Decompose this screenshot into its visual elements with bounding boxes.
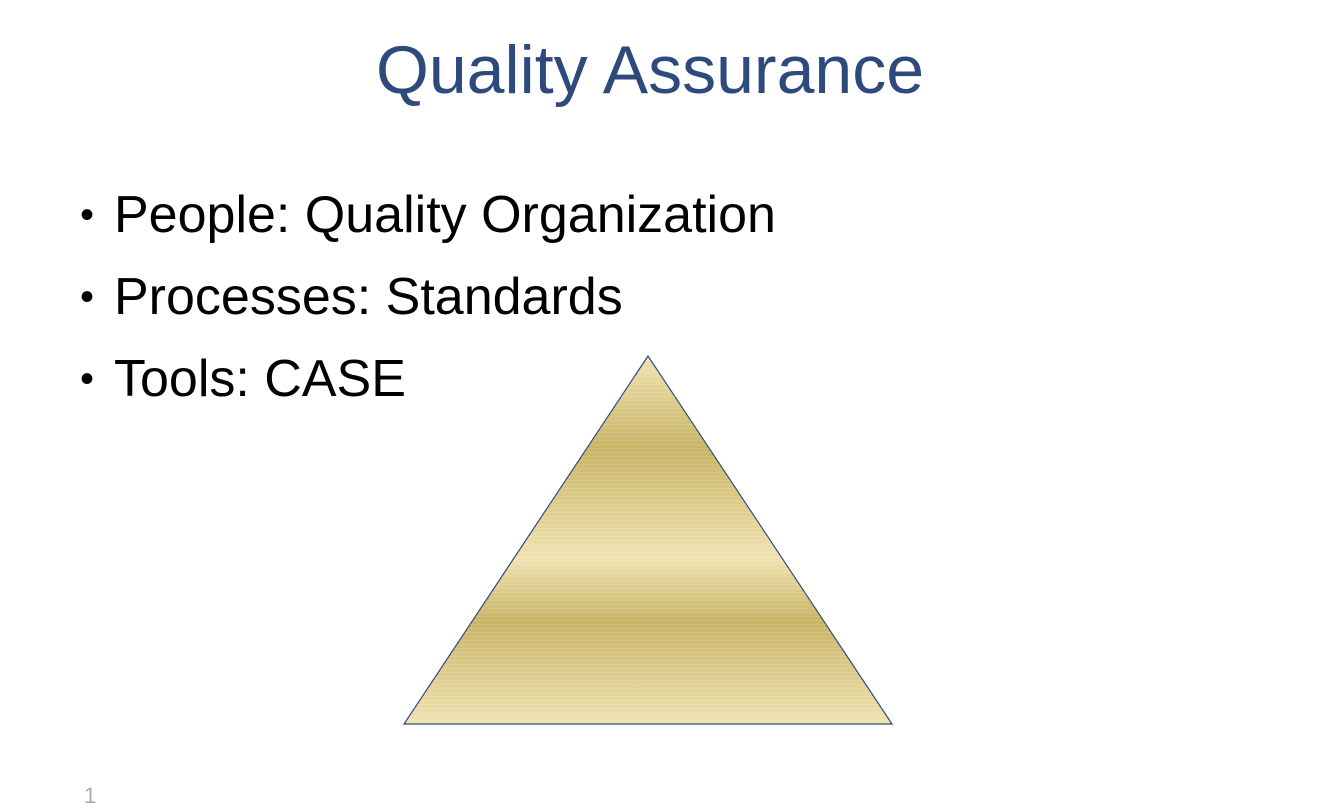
bullet-text: Processes: Standards [114, 268, 623, 326]
pyramid-triangle [402, 354, 894, 725]
bullet-list: • People: Quality Organization • Process… [80, 174, 776, 420]
bullet-icon: • [80, 357, 95, 401]
pyramid-texture [404, 356, 892, 724]
bullet-item-processes: • Processes: Standards [80, 256, 776, 338]
bullet-icon: • [80, 275, 95, 319]
bullet-icon: • [80, 193, 95, 237]
bullet-text: People: Quality Organization [114, 186, 776, 244]
bullet-text: Tools: CASE [114, 350, 406, 408]
bullet-item-people: • People: Quality Organization [80, 174, 776, 256]
slide-title: Quality Assurance [375, 32, 925, 108]
bullet-item-tools: • Tools: CASE [80, 338, 776, 420]
page-number: 1 [84, 783, 97, 808]
